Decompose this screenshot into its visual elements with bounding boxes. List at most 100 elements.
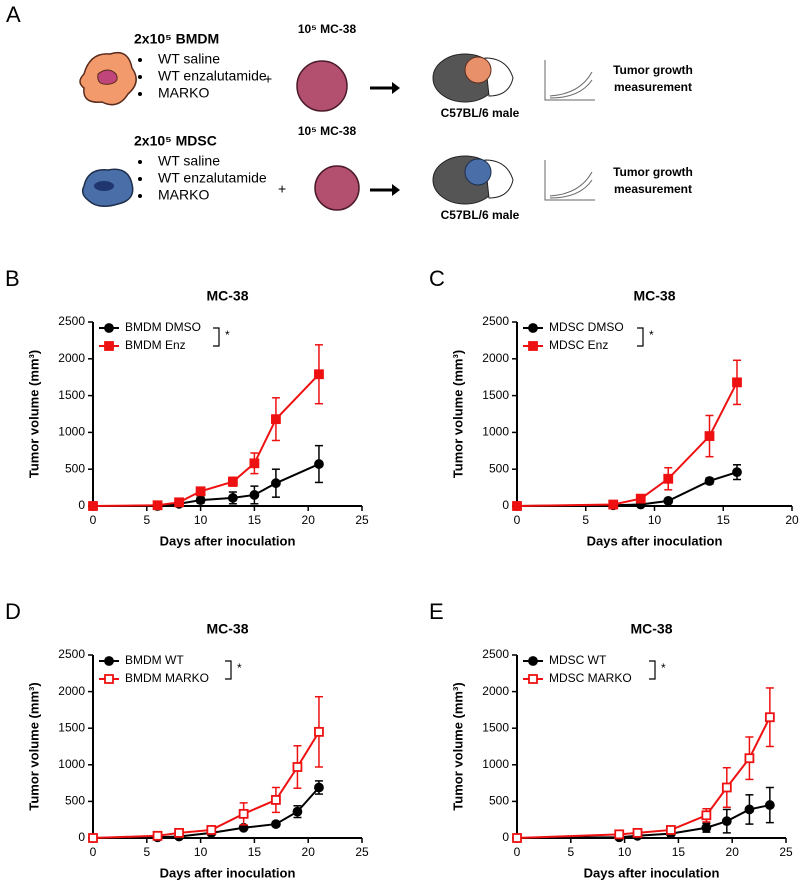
significance-bracket bbox=[649, 660, 656, 680]
growth-icon bbox=[544, 60, 595, 101]
legend-marker bbox=[104, 323, 114, 333]
significance: * bbox=[661, 661, 666, 675]
x-tick-label: 15 bbox=[248, 513, 262, 527]
y-tick-label: 0 bbox=[78, 830, 85, 844]
marker bbox=[227, 493, 238, 503]
marker bbox=[701, 822, 712, 833]
mouse-label: C57BL/6 male bbox=[441, 106, 520, 120]
x-tick-label: 5 bbox=[143, 845, 150, 859]
marker bbox=[704, 431, 715, 441]
marker bbox=[764, 800, 775, 810]
readout: Tumor growth bbox=[613, 63, 693, 77]
cells-label: 2x10⁵ MDSC bbox=[134, 133, 217, 149]
series-line bbox=[516, 381, 738, 507]
legend-label: BMDM DMSO bbox=[125, 320, 201, 334]
marker bbox=[744, 804, 755, 815]
legend-label: BMDM WT bbox=[125, 653, 184, 667]
bullet bbox=[138, 58, 142, 62]
panel-label: B bbox=[5, 266, 20, 291]
cell-group: WT saline bbox=[158, 51, 220, 67]
chart-title: MC-38 bbox=[630, 621, 672, 637]
marker bbox=[249, 458, 260, 469]
legend-label: BMDM Enz bbox=[125, 338, 186, 352]
marker bbox=[238, 808, 249, 819]
legend-label: MDSC MARKO bbox=[549, 671, 632, 685]
marker bbox=[614, 829, 625, 840]
bullet bbox=[138, 92, 142, 96]
x-tick-label: 0 bbox=[90, 513, 97, 527]
y-tick-label: 2500 bbox=[482, 314, 509, 328]
x-tick-label: 25 bbox=[355, 845, 369, 859]
marker bbox=[721, 782, 732, 793]
marker bbox=[663, 473, 674, 484]
y-tick-label: 2000 bbox=[58, 351, 85, 365]
marker bbox=[512, 501, 522, 511]
marker bbox=[174, 497, 184, 508]
y-tick-label: 0 bbox=[502, 498, 509, 512]
y-tick-label: 2500 bbox=[482, 647, 509, 661]
panel-label: C bbox=[429, 266, 445, 291]
y-tick-label: 500 bbox=[65, 461, 85, 475]
marker bbox=[732, 467, 742, 478]
x-tick-label: 15 bbox=[248, 845, 262, 859]
marker bbox=[88, 833, 98, 843]
legend-marker bbox=[104, 656, 114, 666]
marker bbox=[744, 753, 755, 764]
y-tick-label: 500 bbox=[489, 461, 509, 475]
marker bbox=[732, 377, 742, 388]
cell-group: WT saline bbox=[158, 153, 220, 169]
x-axis-title: Days after inoculation bbox=[160, 865, 296, 880]
plus: + bbox=[278, 181, 286, 197]
marker bbox=[195, 495, 206, 506]
y-tick-label: 1500 bbox=[58, 720, 85, 734]
marker bbox=[88, 501, 98, 511]
mdsc-nucleus bbox=[94, 181, 114, 191]
significance-bracket bbox=[637, 327, 644, 347]
legend-label: MDSC DMSO bbox=[549, 320, 624, 334]
y-tick-label: 1000 bbox=[482, 757, 509, 771]
y-tick-label: 2000 bbox=[482, 684, 509, 698]
panel-label: D bbox=[5, 599, 21, 624]
legend-marker bbox=[104, 341, 114, 351]
y-tick-label: 1000 bbox=[482, 425, 509, 439]
marker bbox=[174, 827, 184, 838]
legend-marker bbox=[528, 674, 538, 684]
marker bbox=[314, 369, 324, 380]
arrow-head bbox=[392, 184, 400, 196]
cell-group: WT enzalutamide bbox=[158, 68, 267, 84]
legend-marker bbox=[528, 341, 538, 351]
x-tick-label: 0 bbox=[514, 513, 521, 527]
tumor-icon bbox=[296, 60, 348, 112]
y-tick-label: 1000 bbox=[58, 425, 85, 439]
cell-group: MARKO bbox=[158, 85, 209, 101]
x-tick-label: 25 bbox=[355, 513, 369, 527]
marker bbox=[314, 782, 324, 793]
chart-title: MC-38 bbox=[633, 288, 675, 304]
significance-bracket bbox=[213, 327, 220, 347]
mouse-label: C57BL/6 male bbox=[441, 208, 520, 222]
x-tick-label: 5 bbox=[143, 513, 150, 527]
mouse-head bbox=[484, 57, 514, 97]
marker bbox=[249, 490, 260, 500]
bmdm-injection bbox=[464, 56, 492, 84]
legend-marker bbox=[528, 323, 538, 333]
bmdm-nucleus bbox=[97, 69, 118, 85]
marker bbox=[271, 414, 281, 425]
marker bbox=[227, 476, 238, 487]
y-tick-label: 1500 bbox=[482, 388, 509, 402]
x-tick-label: 5 bbox=[582, 513, 589, 527]
x-axis-title: Days after inoculation bbox=[584, 865, 720, 880]
readout: measurement bbox=[614, 80, 692, 94]
cell-group: WT enzalutamide bbox=[158, 170, 267, 186]
series-line bbox=[93, 463, 320, 507]
marker bbox=[271, 795, 281, 805]
marker bbox=[635, 493, 646, 504]
significance: * bbox=[237, 661, 242, 675]
bullet bbox=[138, 194, 142, 198]
bullet bbox=[138, 75, 142, 79]
x-tick-label: 20 bbox=[785, 513, 799, 527]
x-axis-title: Days after inoculation bbox=[587, 533, 723, 548]
mdsc-injection bbox=[464, 158, 492, 186]
legend-marker bbox=[528, 656, 538, 666]
